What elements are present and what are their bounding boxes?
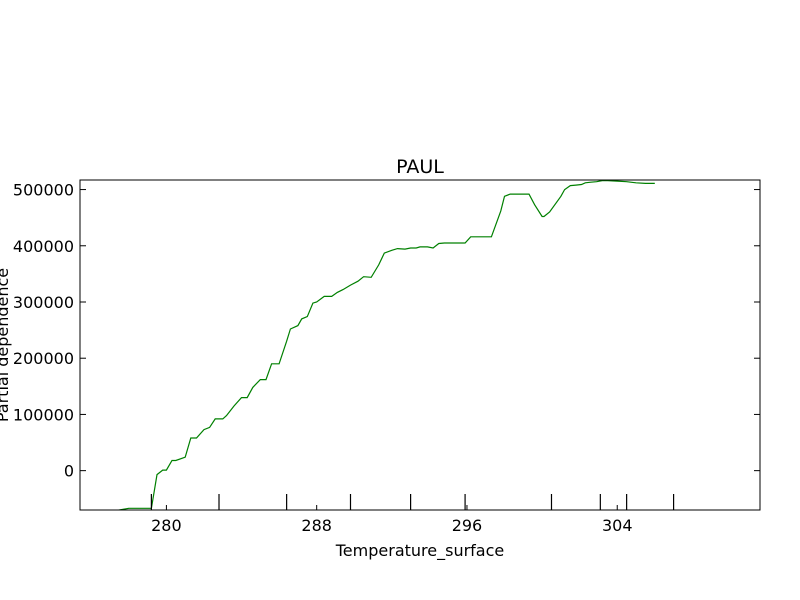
series-line-1 xyxy=(115,180,655,510)
x-tick-label-4: 304 xyxy=(602,516,633,535)
y-tick-label-2: 100000 xyxy=(13,405,74,424)
axis-ticks: 280 288 296 304 0 100000 200000 300000 400000 500… xyxy=(13,181,760,535)
x-tick-label-1: 280 xyxy=(151,516,182,535)
x-axis-label: Temperature_surface xyxy=(335,541,504,561)
x-tick-label-3: 296 xyxy=(452,516,483,535)
plot-area xyxy=(115,180,655,510)
x-tick-label-2: 288 xyxy=(301,516,332,535)
plot-frame xyxy=(79,179,761,511)
y-tick-label-1: 0 xyxy=(64,462,74,481)
y-tick-label-5: 400000 xyxy=(13,237,74,256)
y-tick-label-6: 500000 xyxy=(13,181,74,200)
y-tick-label-4: 300000 xyxy=(13,293,74,312)
chart-title: PAUL xyxy=(396,156,444,178)
y-axis-label: Partial dependence xyxy=(0,268,12,422)
y-tick-label-3: 200000 xyxy=(13,349,74,368)
